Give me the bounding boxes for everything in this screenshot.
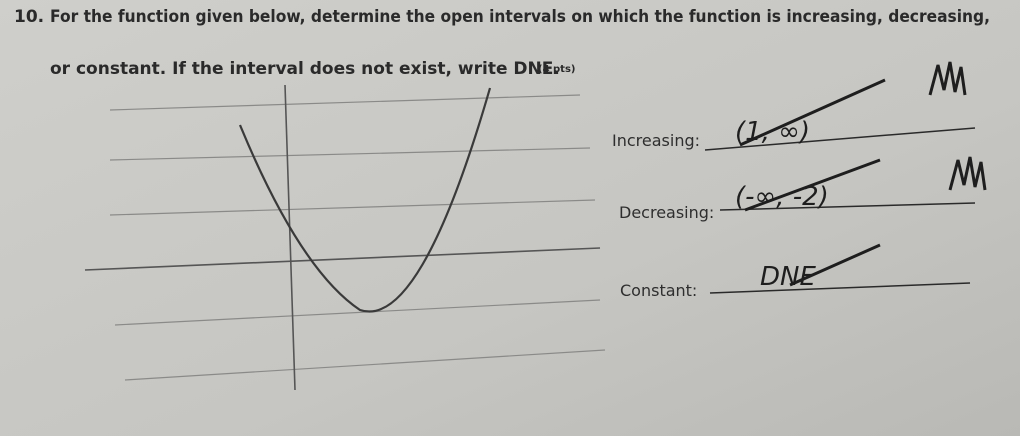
question-number: 10. bbox=[14, 7, 44, 27]
answer-label: Decreasing: bbox=[619, 203, 714, 222]
question-text: For the function given below, determine … bbox=[50, 7, 990, 27]
question-text: or constant. If the interval does not ex… bbox=[50, 59, 560, 79]
scribbles bbox=[739, 61, 987, 287]
answer-label: Increasing: bbox=[612, 131, 700, 150]
graph bbox=[84, 84, 606, 391]
answer-label: Constant: bbox=[620, 281, 697, 300]
points: (4 pts) bbox=[538, 64, 575, 75]
answer-lines bbox=[704, 127, 976, 294]
